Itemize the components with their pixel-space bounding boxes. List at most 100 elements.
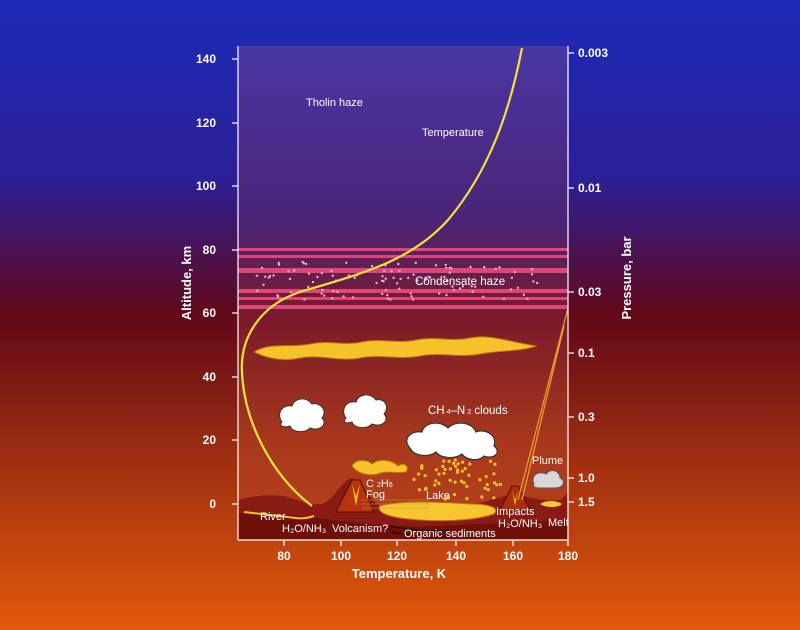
melt-pool [540,501,562,507]
rain-drop [441,464,445,468]
rain-drop [433,483,437,487]
haze-dot [260,266,264,270]
haze-dot [384,277,387,280]
condensate-haze-bands [238,248,568,309]
rain-drop [498,482,503,486]
right-ticks [568,52,574,503]
haze-dot [330,269,333,273]
rain-drop [492,496,496,500]
label-impacts: Impacts [496,506,535,518]
rain-drop [453,458,457,462]
rain-drop [462,481,466,485]
rain-drop [448,478,452,482]
rain-drop [493,462,497,466]
right-axis-title: Pressure, bar [619,236,634,319]
plume-lines [517,307,569,501]
haze-dots [255,260,539,301]
rain-drop [417,488,422,492]
left-tick-labels: 140 120 100 80 60 40 20 0 [196,52,216,511]
haze-dot [381,275,384,278]
rain-drop [495,483,499,487]
rain-drop [420,464,424,468]
rain-drop [448,467,452,471]
cryovolcanic-plume [532,470,564,489]
haze-dot [526,297,529,301]
left-tick-label: 60 [203,306,217,320]
haze-dot [498,266,501,269]
temperature-curve [240,47,524,507]
left-tick-label: 140 [196,52,216,66]
haze-dot [531,268,534,271]
rain-drop [455,470,460,474]
haze-dot [381,292,384,296]
label-fog: Fog [366,489,385,501]
haze-dot [383,269,386,272]
haze-dot [390,269,393,273]
haze-dot [316,275,319,279]
haze-dot [494,267,497,270]
haze-dot [277,263,281,266]
haze-dot [331,274,334,277]
bottom-tick-label: 120 [387,549,407,563]
label-c2h6: C 2H6 [366,478,393,490]
haze-dot [451,285,454,288]
bottom-tick-label: 140 [446,549,466,563]
left-tick-label: 20 [203,433,217,447]
rain-drop [442,471,446,475]
haze-dot [445,293,448,297]
cloud-icon-middle [343,394,387,429]
rain-drop [468,462,472,466]
left-tick-label: 120 [196,116,216,130]
haze-dot [522,293,525,296]
haze-dot [389,298,392,301]
rain-drop [443,497,447,501]
label-plume: Plume [532,455,563,467]
haze-dot [290,290,293,294]
left-tick-label: 40 [203,370,217,384]
haze-dot [427,275,430,279]
haze-dot [320,272,323,275]
label-river: River [260,511,286,523]
label-organic-sediments: Organic sediments [404,528,496,540]
haze-dot [530,273,534,276]
haze-dot [331,297,334,300]
haze-dot [424,278,427,281]
haze-dot [483,266,486,269]
haze-dot [445,279,449,283]
rain-drop [437,481,441,485]
haze-dot [416,279,419,282]
haze-dot [411,298,415,301]
lake [378,501,497,522]
rain-drop [454,464,458,468]
haze-dot [380,279,384,282]
rain-drop [492,472,496,476]
rain-drop [437,472,441,476]
label-lake: Lake [426,490,450,502]
rain-drop [434,468,438,472]
haze-dot [264,275,267,278]
left-axis-title: Altitude, km [179,246,194,320]
haze-dot [469,265,472,269]
haze-dot [452,288,456,292]
bottom-tick-label: 80 [277,549,291,563]
methane-rain [412,458,503,501]
haze-dot [509,288,513,291]
rain-drop [465,497,469,501]
rain-drop [453,480,457,484]
haze-dot [268,274,272,278]
haze-dot [448,271,451,274]
haze-dot [304,262,308,266]
rain-drop [423,474,427,478]
right-tick-label: 1.0 [578,471,595,485]
haze-dot [397,262,400,266]
rain-drop [486,488,490,492]
haze-dot [288,277,292,281]
haze-dot [256,289,259,292]
haze-dot [267,276,270,279]
haze-dot [277,261,280,264]
haze-dot [407,276,410,280]
cloud-icon-left [279,398,325,433]
ethane-cloud-band [252,336,538,361]
haze-dot [412,273,415,276]
